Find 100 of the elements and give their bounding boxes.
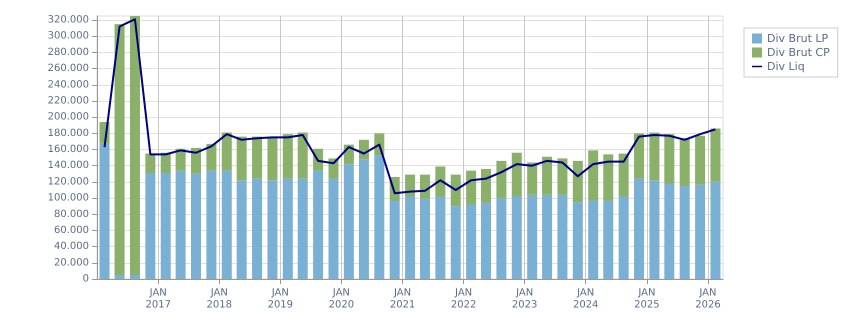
bar	[145, 154, 156, 173]
y-tick-label: 100.000	[48, 192, 89, 204]
bar	[542, 194, 552, 279]
bar	[358, 159, 369, 279]
bar	[130, 274, 140, 279]
y-tick-label: 280.000	[48, 46, 89, 58]
y-tick-label: 160.000	[48, 144, 89, 156]
bar	[282, 134, 293, 179]
bar	[695, 136, 706, 184]
bar	[710, 128, 720, 182]
bar	[680, 138, 690, 186]
bar	[603, 154, 614, 201]
bar	[450, 174, 461, 206]
y-tick-label: 260.000	[48, 63, 89, 74]
y-tick-label: 140.000	[48, 160, 89, 172]
legend-label: Div Brut CP	[767, 46, 830, 59]
x-tick-label: JAN 2019	[268, 288, 294, 310]
bar	[236, 180, 247, 279]
bar	[114, 274, 125, 279]
bar	[695, 184, 706, 279]
bar	[344, 164, 354, 279]
x-tick-label: JAN 2022	[450, 288, 476, 310]
bar	[298, 178, 308, 279]
bar	[572, 160, 583, 202]
y-tick-label: 20.000	[54, 257, 89, 268]
bar	[557, 158, 568, 195]
bar	[450, 206, 461, 279]
bar	[252, 178, 262, 279]
y-tick-label: 60.000	[54, 224, 89, 236]
bar	[420, 174, 430, 199]
x-tick-label: JAN 2017	[145, 288, 171, 310]
y-tick-label: 300.000	[48, 30, 89, 42]
bar	[466, 204, 476, 279]
bar	[160, 172, 171, 279]
bar	[160, 152, 171, 173]
bar	[542, 156, 552, 195]
x-tick-label: JAN 2025	[634, 288, 660, 310]
bar	[313, 170, 324, 279]
bar	[588, 150, 598, 201]
y-tick-label: 220.000	[48, 95, 89, 106]
bar	[100, 144, 110, 279]
y-tick-label: 320.000	[48, 14, 89, 26]
bar	[130, 16, 140, 275]
bar	[710, 182, 720, 279]
bar	[191, 174, 202, 279]
bar	[206, 144, 216, 171]
bar	[298, 132, 308, 179]
legend-label: Div Brut LP	[767, 32, 829, 45]
bar	[618, 196, 629, 279]
legend-label: Div Liq	[767, 60, 805, 73]
bar	[634, 178, 644, 279]
x-tick-label: JAN 2023	[512, 288, 538, 310]
bar	[664, 134, 674, 184]
bar	[206, 170, 216, 279]
bar	[191, 148, 202, 174]
bar	[466, 170, 476, 205]
bar	[649, 180, 660, 279]
y-tick-label: 40.000	[54, 241, 89, 252]
bar	[435, 196, 446, 279]
bar	[512, 152, 522, 196]
bar	[634, 133, 644, 179]
x-tick-label: JAN 2026	[695, 288, 721, 310]
y-tick-label: 200.000	[48, 112, 89, 123]
bar	[282, 178, 293, 279]
bar	[572, 202, 583, 279]
bar	[405, 174, 416, 196]
y-tick-label: 0	[82, 274, 89, 284]
bar	[374, 155, 384, 279]
x-tick-label: JAN 2024	[572, 288, 598, 310]
bar	[481, 202, 492, 279]
y-tick-label: 240.000	[48, 79, 89, 90]
x-tick-label: JAN 2021	[390, 288, 416, 310]
bar	[664, 184, 674, 279]
y-tick-label: 80.000	[54, 208, 89, 220]
bar	[328, 178, 338, 279]
bar	[481, 168, 492, 203]
bar	[557, 194, 568, 279]
bar	[603, 200, 614, 279]
bar	[145, 172, 156, 279]
bar	[267, 180, 278, 279]
y-tick-label: 180.000	[48, 128, 89, 139]
bar	[649, 132, 660, 180]
bar	[390, 200, 400, 279]
bar	[222, 170, 232, 279]
bar	[496, 160, 506, 198]
bar	[512, 196, 522, 279]
bar	[618, 154, 629, 196]
bar	[420, 198, 430, 279]
y-tick-label: 120.000	[48, 176, 89, 188]
bar	[405, 196, 416, 279]
bar	[680, 186, 690, 279]
bar	[588, 200, 598, 279]
bar	[114, 24, 125, 275]
bar	[222, 132, 232, 171]
bar	[236, 136, 247, 180]
bar	[176, 170, 186, 279]
bar	[527, 162, 538, 195]
x-tick-label: JAN 2020	[328, 288, 354, 310]
bar	[527, 194, 538, 279]
x-tick-label: JAN 2018	[206, 288, 232, 310]
